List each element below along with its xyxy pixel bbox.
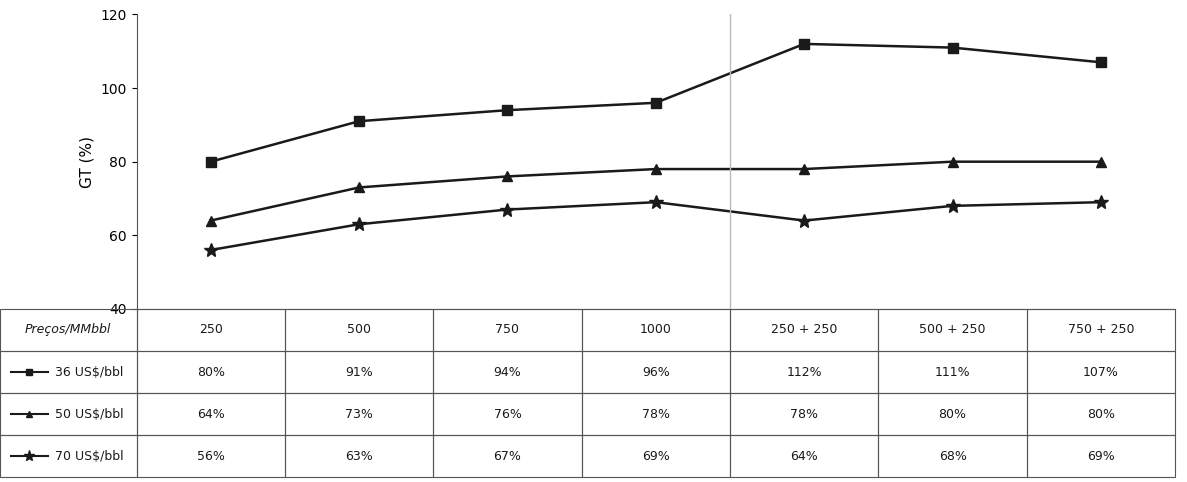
Bar	[285, 309, 433, 351]
Text: 73%: 73%	[345, 408, 373, 421]
Text: 69%: 69%	[642, 450, 669, 463]
Bar	[730, 309, 878, 351]
Bar	[730, 351, 878, 393]
Bar	[1027, 351, 1175, 393]
Text: 63%: 63%	[345, 450, 373, 463]
Text: 91%: 91%	[345, 365, 373, 378]
Bar	[1027, 309, 1175, 351]
Bar	[730, 393, 878, 435]
Bar	[433, 435, 582, 477]
Bar	[582, 351, 730, 393]
Text: 96%: 96%	[642, 365, 669, 378]
Text: 1000: 1000	[640, 323, 672, 336]
Text: 250 + 250: 250 + 250	[772, 323, 837, 336]
Text: 70 US$/bbl: 70 US$/bbl	[55, 450, 123, 463]
Text: 107%: 107%	[1083, 365, 1119, 378]
Text: 50 US$/bbl: 50 US$/bbl	[55, 408, 123, 421]
Bar	[285, 435, 433, 477]
Bar	[878, 393, 1027, 435]
Bar	[0, 309, 137, 351]
Text: 76%: 76%	[494, 408, 521, 421]
Text: 750 + 250: 750 + 250	[1067, 323, 1135, 336]
Bar	[0, 393, 137, 435]
Text: 80%: 80%	[939, 408, 966, 421]
Text: 500: 500	[347, 323, 372, 336]
Text: 500 + 250: 500 + 250	[919, 323, 986, 336]
Text: 80%: 80%	[197, 365, 224, 378]
Text: 68%: 68%	[939, 450, 966, 463]
Text: 111%: 111%	[934, 365, 971, 378]
Bar	[433, 393, 582, 435]
Bar	[878, 435, 1027, 477]
Bar	[433, 351, 582, 393]
Text: 67%: 67%	[494, 450, 521, 463]
Text: 80%: 80%	[1087, 408, 1115, 421]
Text: Preços/MMbbl: Preços/MMbbl	[25, 323, 112, 336]
Text: 78%: 78%	[642, 408, 669, 421]
Bar	[582, 309, 730, 351]
Text: 250: 250	[198, 323, 223, 336]
Bar	[433, 309, 582, 351]
Bar	[1027, 393, 1175, 435]
Bar	[878, 351, 1027, 393]
Text: 64%: 64%	[791, 450, 818, 463]
Text: 78%: 78%	[791, 408, 818, 421]
Bar	[137, 393, 285, 435]
Bar	[878, 309, 1027, 351]
Text: 112%: 112%	[786, 365, 823, 378]
Bar	[0, 435, 137, 477]
Text: 36 US$/bbl: 36 US$/bbl	[55, 365, 123, 378]
Text: 56%: 56%	[197, 450, 224, 463]
Bar	[137, 435, 285, 477]
Bar	[285, 393, 433, 435]
Bar	[582, 393, 730, 435]
Bar	[730, 435, 878, 477]
Bar	[137, 351, 285, 393]
Bar	[0, 351, 137, 393]
Text: 750: 750	[495, 323, 520, 336]
Bar	[285, 351, 433, 393]
Text: 69%: 69%	[1087, 450, 1115, 463]
Text: 64%: 64%	[197, 408, 224, 421]
Bar	[137, 309, 285, 351]
Bar	[1027, 435, 1175, 477]
Text: 94%: 94%	[494, 365, 521, 378]
Y-axis label: GT (%): GT (%)	[80, 136, 95, 187]
Bar	[582, 435, 730, 477]
